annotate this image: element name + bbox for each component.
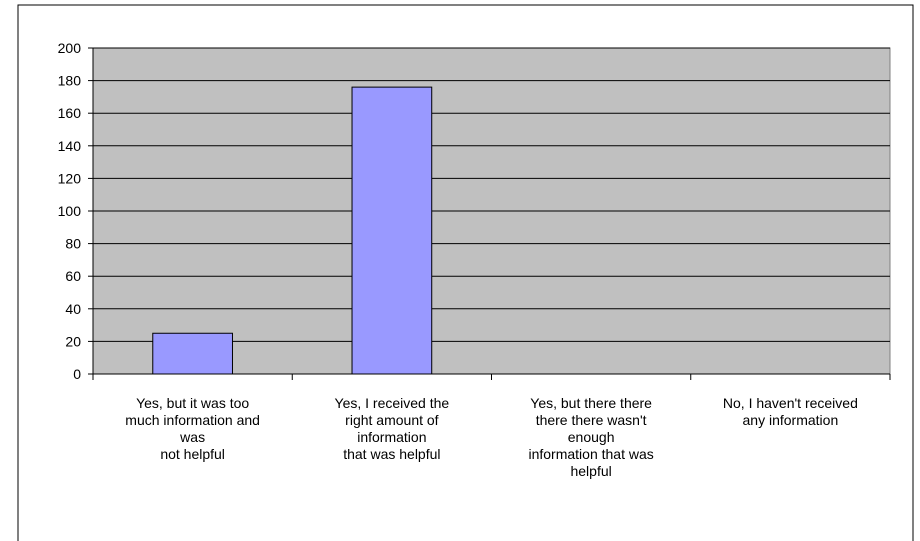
y-tick-label: 200 [58,40,82,56]
x-tick-label: No, I haven't received any information [723,395,858,428]
y-tick-label: 120 [58,170,82,186]
x-tick-label: Yes, but there there there there wasn't en… [528,395,653,479]
x-tick-label: Yes, but it was too much information and w… [125,395,260,462]
y-tick-label: 140 [58,138,82,154]
chart-border [17,4,914,541]
y-tick-label: 20 [65,333,81,349]
y-tick-label: 0 [73,366,81,382]
bar [351,86,433,375]
y-tick-label: 180 [58,73,82,89]
y-tick-label: 60 [65,268,81,284]
y-tick-label: 160 [58,105,82,121]
y-tick-label: 100 [58,203,82,219]
x-tick-label: Yes, I received the right amount of inform… [335,395,450,462]
y-tick-label: 80 [65,236,81,252]
bar [152,332,233,375]
y-tick-label: 40 [65,301,81,317]
